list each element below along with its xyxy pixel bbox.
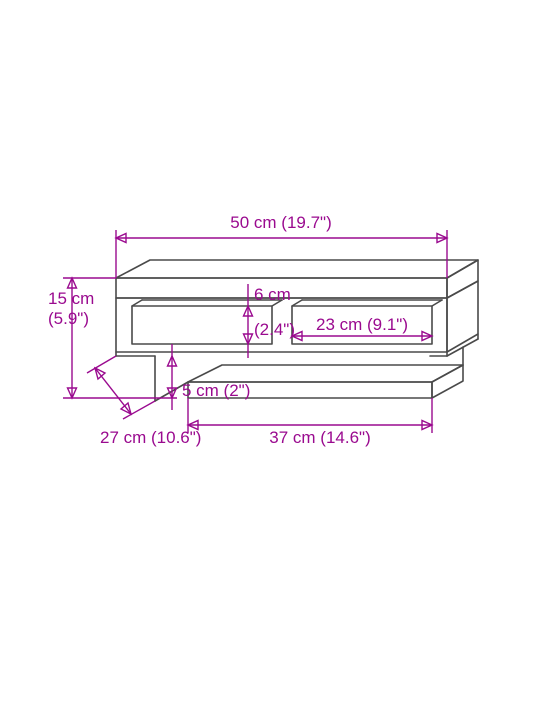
dim-depth: 27 cm (10.6") xyxy=(87,356,201,447)
dim-height-left: 15 cm (5.9") xyxy=(48,278,177,398)
label-base-w: 37 cm (14.6") xyxy=(269,428,370,447)
object-outline xyxy=(116,260,478,401)
label-shelf-w: 23 cm (9.1") xyxy=(316,315,408,334)
dim-width-top: 50 cm (19.7") xyxy=(116,213,447,278)
dim-gap-height: 5 cm (2") xyxy=(168,344,251,410)
dimensions: 50 cm (19.7") 15 cm (5.9") 6 cm (2.4") 2… xyxy=(48,213,447,447)
label-width-top: 50 cm (19.7") xyxy=(230,213,331,232)
label-depth: 27 cm (10.6") xyxy=(100,428,201,447)
label-shelf-h-2: (2.4") xyxy=(254,320,295,339)
label-height-left-1: 15 cm xyxy=(48,289,94,308)
label-gap-h: 5 cm (2") xyxy=(182,381,250,400)
dim-shelf-height: 6 cm (2.4") xyxy=(244,284,296,358)
dimension-diagram: 50 cm (19.7") 15 cm (5.9") 6 cm (2.4") 2… xyxy=(0,0,540,720)
dim-shelf-width: 23 cm (9.1") xyxy=(292,315,432,341)
dim-base-width: 37 cm (14.6") xyxy=(188,398,432,447)
label-shelf-h-1: 6 cm xyxy=(254,285,291,304)
label-height-left-2: (5.9") xyxy=(48,309,89,328)
